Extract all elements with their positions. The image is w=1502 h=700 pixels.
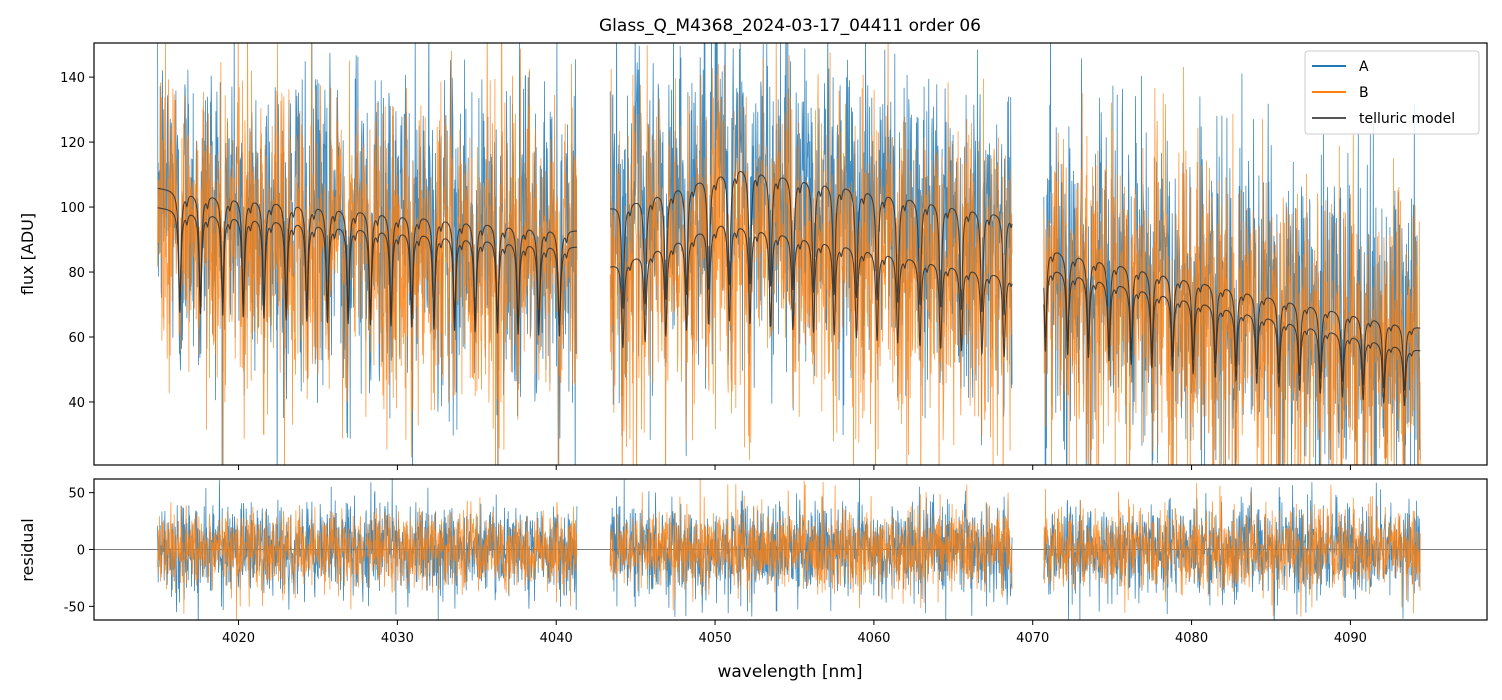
series-a-segment-1	[157, 479, 578, 620]
telluric-model-b-segment-1	[157, 207, 577, 337]
series-b-segment-1	[157, 43, 578, 465]
series-b-segment-2	[609, 479, 1013, 611]
y-tick-label: 120	[60, 136, 85, 151]
x-tick-label: 4020	[222, 631, 255, 646]
telluric-model-b-segment-2	[610, 225, 1013, 358]
series-b-segment-3	[1043, 66, 1421, 465]
series-a-segment-2	[609, 43, 1013, 457]
plot-area	[157, 43, 1421, 465]
axes-frame	[93, 42, 1488, 466]
telluric-model-a-segment-2	[610, 170, 1013, 316]
legend-frame	[1304, 50, 1480, 135]
telluric-model-a-segment-1	[157, 187, 577, 326]
y-tick-label: 40	[68, 396, 85, 411]
x-tick-label: 4090	[1334, 631, 1367, 646]
x-tick-label: 4040	[540, 631, 573, 646]
legend-entry: A	[1359, 59, 1369, 75]
chart-title: Glass_Q_M4368_2024-03-17_04411 order 06	[599, 16, 981, 36]
series-b-segment-3	[1043, 483, 1421, 617]
y-tick-label: 0	[77, 544, 85, 559]
y-tick-label: 50	[68, 487, 85, 502]
telluric-model-b-segment-3	[1043, 271, 1421, 406]
x-tick-label: 4050	[699, 631, 732, 646]
flux-axes: 40 60 80 100 120 140	[60, 42, 1488, 470]
legend-entry: B	[1359, 85, 1369, 101]
residual-axes: 4020 4030 4040 4050 4060 4070 4080 4090 -50 0 50	[64, 478, 1488, 646]
x-axis-label: wavelength [nm]	[717, 662, 862, 682]
y-axis-label-residual: residual	[18, 518, 37, 581]
y-tick-label: 100	[60, 201, 85, 216]
series-b-segment-2	[609, 43, 1013, 465]
x-tick-label: 4070	[1016, 631, 1049, 646]
x-tick-label: 4060	[857, 631, 890, 646]
x-tick-label: 4030	[381, 631, 414, 646]
series-b-segment-1	[157, 497, 578, 620]
telluric-model-a-segment-3	[1043, 252, 1421, 391]
y-tick-label: 80	[68, 266, 85, 281]
legend-entry: telluric model	[1359, 111, 1455, 127]
y-tick-label: 140	[60, 71, 85, 86]
plot-area	[94, 479, 1487, 620]
x-tick-label: 4080	[1175, 631, 1208, 646]
y-tick-label: -50	[64, 600, 85, 615]
y-tick-label: 60	[68, 331, 85, 346]
y-axis-label-flux: flux [ADU]	[18, 213, 37, 295]
